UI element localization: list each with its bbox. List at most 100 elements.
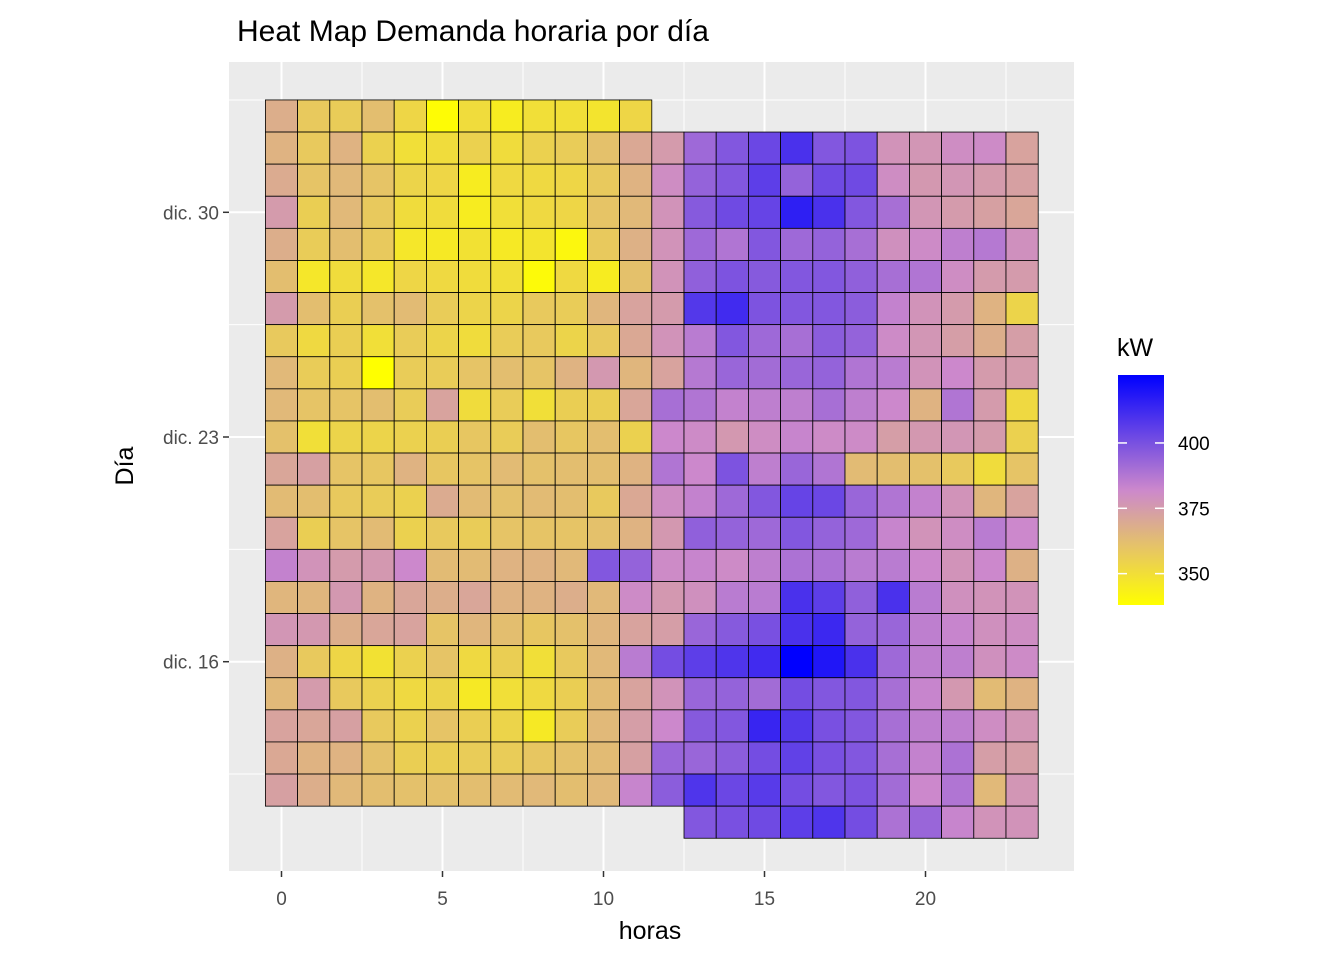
heatmap-cell [264,195,298,229]
heatmap-cell [812,741,846,775]
heatmap-cell [780,227,814,261]
heatmap-cell [393,388,427,422]
heatmap-cell [876,484,910,518]
heatmap-cell [780,805,814,839]
heatmap-cell [941,645,975,679]
heatmap-cell [715,805,749,839]
heatmap-cell [1005,356,1039,390]
heatmap-cell [264,420,298,454]
heatmap-cell [844,548,878,582]
heatmap-cell [587,292,621,326]
heatmap-cell [587,388,621,422]
legend-colorbar [1118,375,1164,605]
heatmap-cell [264,292,298,326]
heatmap-cell [393,709,427,743]
heatmap-cell [780,516,814,550]
heatmap-cell [554,516,588,550]
heatmap-cell [973,195,1007,229]
heatmap-cell [1005,548,1039,582]
heatmap-cell [329,741,363,775]
heatmap-cell [748,356,782,390]
heatmap-cell [683,388,717,422]
heatmap-cell [651,613,685,647]
heatmap-cell [651,356,685,390]
heatmap-cell [522,741,556,775]
heatmap-cell [876,548,910,582]
heatmap-cell [264,741,298,775]
heatmap-cell [1005,516,1039,550]
heatmap-cell [909,773,943,807]
heatmap-cell [297,420,331,454]
heatmap-cell [522,677,556,711]
heatmap-cell [619,452,653,486]
heatmap-cell [844,292,878,326]
heatmap-cell [522,645,556,679]
heatmap-cell [844,324,878,358]
legend-tick-label: 400 [1178,434,1210,455]
heatmap-cell [393,356,427,390]
heatmap-cell [748,388,782,422]
heatmap-cell [587,420,621,454]
heatmap-cell [329,260,363,293]
heatmap-cell [329,516,363,550]
heatmap-cell [522,516,556,550]
heatmap-cell [554,324,588,358]
heatmap-cell [812,292,846,326]
heatmap-cell [683,581,717,614]
heatmap-cell [715,227,749,261]
legend-title: kW [1117,334,1154,362]
heatmap-cell [264,645,298,679]
heatmap-cell [909,388,943,422]
heatmap-cell [393,227,427,261]
heatmap-cell [941,484,975,518]
heatmap-cell [490,292,524,326]
heatmap-cell [264,773,298,807]
heatmap-cell [490,131,524,165]
heatmap-cell [973,388,1007,422]
heatmap-cell [425,452,459,486]
heatmap-cell [683,805,717,839]
heatmap-cell [683,677,717,711]
heatmap-cell [554,773,588,807]
heatmap-cell [490,581,524,614]
heatmap-cell [973,773,1007,807]
heatmap-cell [812,548,846,582]
heatmap-cell [683,356,717,390]
heatmap-cell [329,420,363,454]
heatmap-cell [554,709,588,743]
heatmap-cell [748,548,782,582]
heatmap-cell [458,581,492,614]
heatmap-cells [264,99,1039,839]
heatmap-cell [458,388,492,422]
heatmap-cell [554,645,588,679]
heatmap-cell [458,645,492,679]
heatmap-cell [876,709,910,743]
heatmap-cell [619,420,653,454]
heatmap-cell [812,645,846,679]
heatmap-cell [554,548,588,582]
heatmap-cell [619,356,653,390]
heatmap-cell [587,645,621,679]
axes: 0 5 10 15 20 dic. 16 dic. 23 dic. 30 [163,203,936,910]
heatmap-cell [425,484,459,518]
heatmap-cell [780,163,814,197]
heatmap-cell [909,227,943,261]
heatmap-cell [587,484,621,518]
heatmap-cell [941,356,975,390]
heatmap-cell [844,388,878,422]
heatmap-cell [587,195,621,229]
heatmap-cell [780,260,814,293]
heatmap-cell [393,420,427,454]
heatmap-cell [425,420,459,454]
heatmap-cell [458,292,492,326]
heatmap-cell [490,356,524,390]
heatmap-cell [973,677,1007,711]
heatmap-cell [522,773,556,807]
heatmap-cell [973,645,1007,679]
heatmap-cell [876,452,910,486]
heatmap-cell [490,484,524,518]
heatmap-cell [973,356,1007,390]
heatmap-cell [973,420,1007,454]
heatmap-cell [361,645,395,679]
